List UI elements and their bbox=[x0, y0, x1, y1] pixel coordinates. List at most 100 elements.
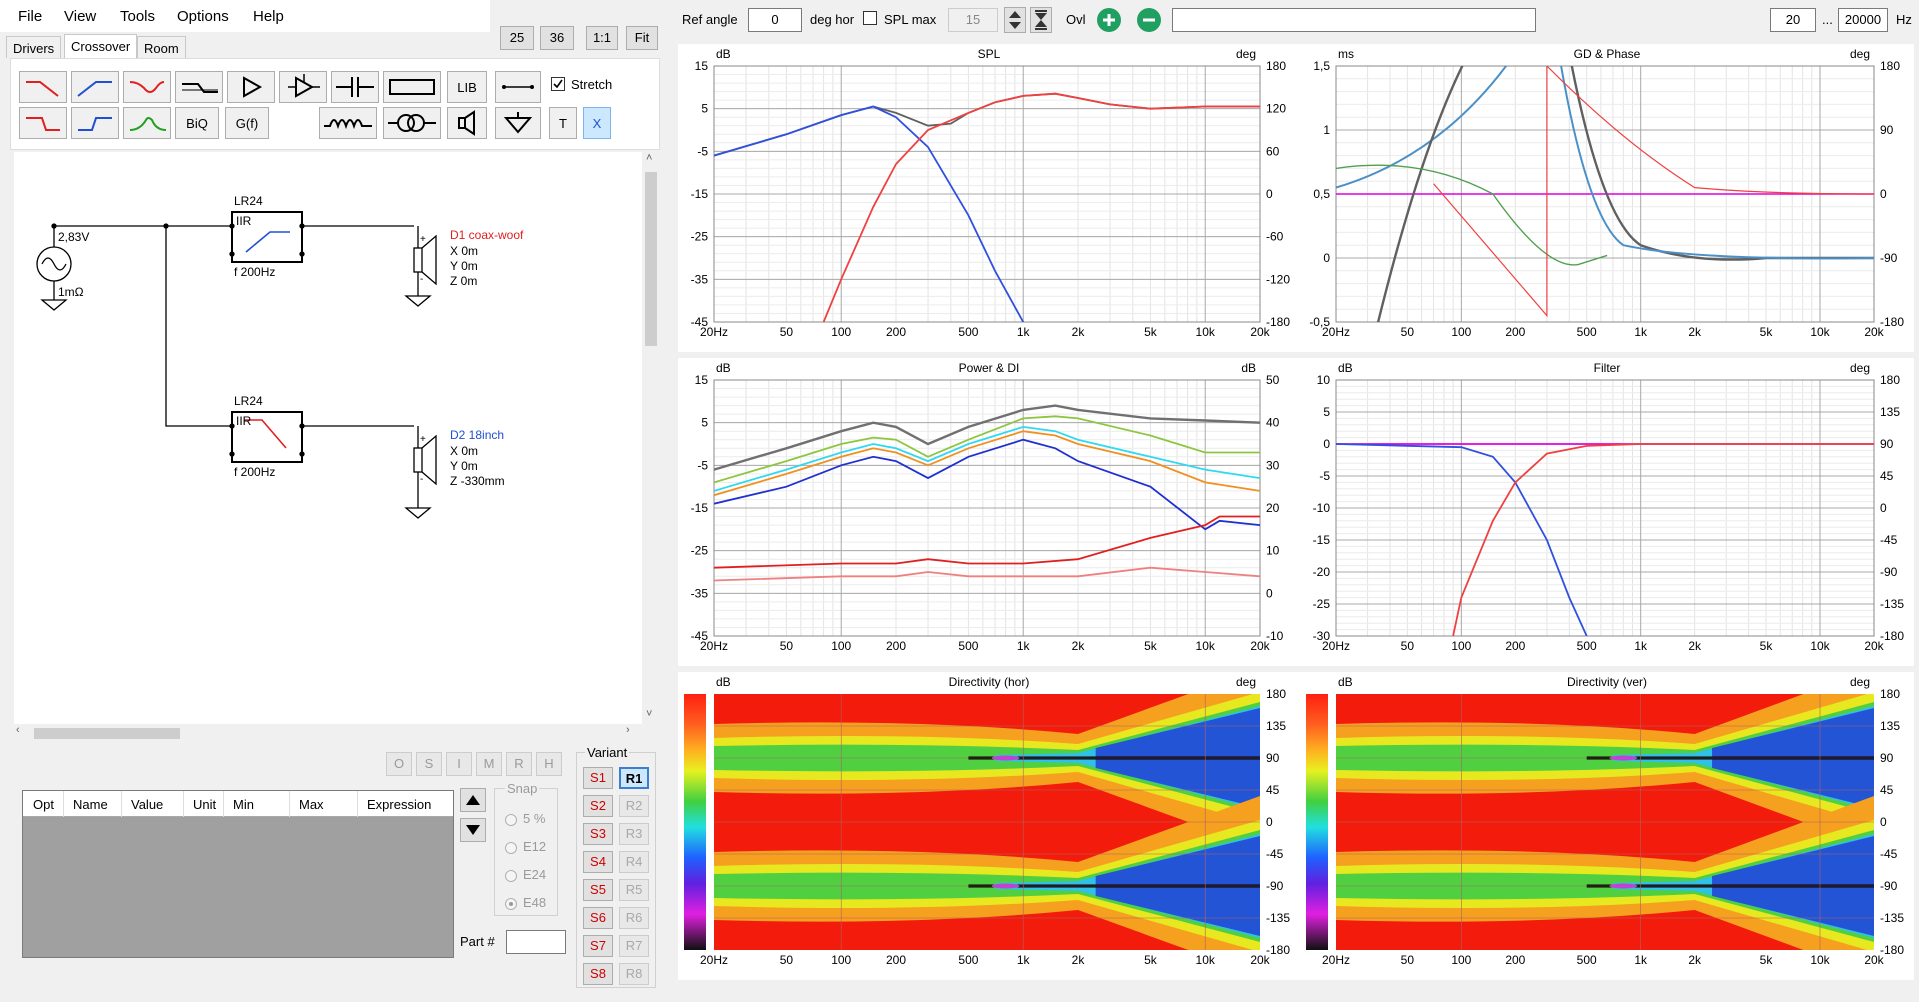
tab-room[interactable]: Room bbox=[137, 36, 186, 58]
horizontal-scroll-thumb[interactable] bbox=[34, 728, 180, 739]
variant-s2-button[interactable]: S2 bbox=[583, 795, 613, 817]
freq-max-input[interactable]: 20000 bbox=[1838, 8, 1888, 32]
lowpass2-button[interactable] bbox=[19, 107, 67, 139]
lowpass-button[interactable] bbox=[19, 71, 67, 103]
variant-r8-button[interactable]: R8 bbox=[619, 963, 649, 985]
remove-overlay-button[interactable] bbox=[1136, 7, 1162, 33]
ground-button[interactable] bbox=[495, 107, 541, 139]
spinner-button[interactable] bbox=[1004, 7, 1026, 33]
variant-r6-button[interactable]: R6 bbox=[619, 907, 649, 929]
move-up-button[interactable] bbox=[460, 788, 486, 812]
filter1-freq[interactable]: f 200Hz bbox=[234, 265, 276, 279]
opt-h-button[interactable]: H bbox=[536, 752, 562, 776]
opt-r-button[interactable]: R bbox=[506, 752, 532, 776]
opt-o-button[interactable]: O bbox=[386, 752, 412, 776]
col-value[interactable]: Value bbox=[131, 797, 164, 812]
bandpass-button[interactable] bbox=[123, 107, 171, 139]
col-expression[interactable]: Expression bbox=[367, 797, 432, 812]
snap-5pct-radio[interactable]: 5 % bbox=[505, 811, 545, 826]
scroll-left-icon[interactable]: ‹ bbox=[16, 724, 20, 736]
optimizer-table[interactable]: Opt Name Value Unit Min Max Expression bbox=[22, 790, 454, 958]
scroll-down-icon[interactable]: ˅ bbox=[646, 708, 653, 720]
notch-button[interactable] bbox=[123, 71, 171, 103]
x-button[interactable]: X bbox=[583, 107, 611, 139]
menu-help[interactable]: Help bbox=[253, 8, 284, 25]
shelf-button[interactable] bbox=[175, 71, 223, 103]
filter1-type[interactable]: LR24 bbox=[234, 194, 263, 208]
menu-tools[interactable]: Tools bbox=[120, 8, 156, 25]
scroll-right-icon[interactable]: › bbox=[626, 724, 630, 736]
max-button[interactable] bbox=[1030, 7, 1052, 33]
snap-e24-radio[interactable]: E24 bbox=[505, 867, 546, 882]
col-opt[interactable]: Opt bbox=[33, 797, 54, 812]
menu-view[interactable]: View bbox=[64, 8, 97, 25]
variant-s4-button[interactable]: S4 bbox=[583, 851, 613, 873]
speaker-button[interactable] bbox=[447, 107, 487, 139]
amplifier-button[interactable] bbox=[227, 71, 275, 103]
vertical-scrollbar[interactable]: ˄ ˅ bbox=[642, 152, 660, 724]
menu-options[interactable]: Options bbox=[177, 8, 229, 25]
opt-s-button[interactable]: S bbox=[416, 752, 442, 776]
gd-phase-chart[interactable]: GD & Phase ms deg 1,5 1 0,5 0 -0,5 180 90 0 -90 -180… bbox=[1300, 44, 1914, 352]
transfer-function-button[interactable]: G(f) bbox=[225, 107, 269, 139]
vertical-scroll-thumb[interactable] bbox=[645, 172, 657, 346]
col-min[interactable]: Min bbox=[233, 797, 254, 812]
power-di-chart[interactable]: Power & DI dB dB 15 5 -5 -15 -25 -35 -45 50 40 30 20 1… bbox=[678, 358, 1300, 666]
variant-s6-button[interactable]: S6 bbox=[583, 907, 613, 929]
driver2-name[interactable]: D2 18inch bbox=[450, 428, 505, 442]
scroll-up-icon[interactable]: ˄ bbox=[646, 152, 653, 164]
text-button[interactable]: T bbox=[549, 107, 577, 139]
variant-r2-button[interactable]: R2 bbox=[619, 795, 649, 817]
directivity-hor-chart[interactable]: Directivity (hor)dBdeg120-12-24-36-48-60… bbox=[661, 672, 1300, 980]
highpass-button[interactable] bbox=[71, 71, 119, 103]
col-unit[interactable]: Unit bbox=[193, 797, 217, 812]
zoom-1to1-button[interactable]: 1:1 bbox=[586, 26, 618, 50]
source-impedance[interactable]: 1mΩ bbox=[58, 285, 84, 299]
tab-crossover[interactable]: Crossover bbox=[64, 34, 138, 58]
opt-i-button[interactable]: I bbox=[446, 752, 472, 776]
tab-drivers[interactable]: Drivers bbox=[6, 36, 62, 58]
lib-button[interactable]: LIB bbox=[447, 71, 487, 103]
zoom-fit-button[interactable]: Fit bbox=[626, 26, 658, 50]
directivity-ver-chart[interactable]: Directivity (ver)dBdeg120-12-24-36-48-60… bbox=[1283, 672, 1914, 980]
variant-r7-button[interactable]: R7 bbox=[619, 935, 649, 957]
highpass2-button[interactable] bbox=[71, 107, 119, 139]
schematic-canvas[interactable]: 2,83V 1mΩ LR24 IIR f 200Hz LR24 IIR f 20… bbox=[14, 152, 642, 724]
menu-file[interactable]: File bbox=[18, 8, 43, 25]
variant-s7-button[interactable]: S7 bbox=[583, 935, 613, 957]
snap-e12-radio[interactable]: E12 bbox=[505, 839, 546, 854]
snap-e48-radio[interactable]: E48 bbox=[505, 895, 546, 910]
horizontal-scrollbar[interactable]: ‹ › bbox=[14, 724, 642, 742]
variant-s8-button[interactable]: S8 bbox=[583, 963, 613, 985]
variant-r3-button[interactable]: R3 bbox=[619, 823, 649, 845]
spl-chart[interactable]: SPL dB deg 15 5 -5 -15 -25 -35 -45 180 120 60 0 -60 -12… bbox=[678, 44, 1300, 352]
filter-chart[interactable]: Filter dB deg 10 5 0 -5 -10 -15 -20 -25 -30 180 135 90… bbox=[1300, 358, 1914, 666]
variant-s1-button[interactable]: S1 bbox=[583, 767, 613, 789]
col-max[interactable]: Max bbox=[299, 797, 324, 812]
variant-r1-button[interactable]: R1 bbox=[619, 767, 649, 789]
add-overlay-button[interactable] bbox=[1096, 7, 1122, 33]
biquad-button[interactable]: BiQ bbox=[175, 107, 219, 139]
filter2-freq[interactable]: f 200Hz bbox=[234, 465, 276, 479]
spl-max-input[interactable]: 15 bbox=[948, 8, 998, 32]
source-voltage[interactable]: 2,83V bbox=[58, 230, 90, 244]
variant-r5-button[interactable]: R5 bbox=[619, 879, 649, 901]
wire-button[interactable] bbox=[495, 71, 541, 103]
part-number-input[interactable] bbox=[506, 930, 566, 954]
driver1-name[interactable]: D1 coax-woof bbox=[450, 228, 524, 242]
resistor-button[interactable] bbox=[383, 71, 441, 103]
opt-m-button[interactable]: M bbox=[476, 752, 502, 776]
col-name[interactable]: Name bbox=[73, 797, 108, 812]
variant-s3-button[interactable]: S3 bbox=[583, 823, 613, 845]
overlay-input[interactable] bbox=[1172, 8, 1536, 32]
freq-min-input[interactable]: 20 bbox=[1770, 8, 1816, 32]
variant-r4-button[interactable]: R4 bbox=[619, 851, 649, 873]
filter2-type[interactable]: LR24 bbox=[234, 394, 263, 408]
transformer-button[interactable] bbox=[383, 107, 441, 139]
zoom-36-button[interactable]: 36 bbox=[540, 26, 574, 50]
capacitor-button[interactable] bbox=[331, 71, 379, 103]
buffer-button[interactable] bbox=[279, 71, 327, 103]
move-down-button[interactable] bbox=[460, 818, 486, 842]
stretch-checkbox[interactable] bbox=[551, 77, 565, 91]
ref-angle-input[interactable]: 0 bbox=[748, 8, 802, 32]
